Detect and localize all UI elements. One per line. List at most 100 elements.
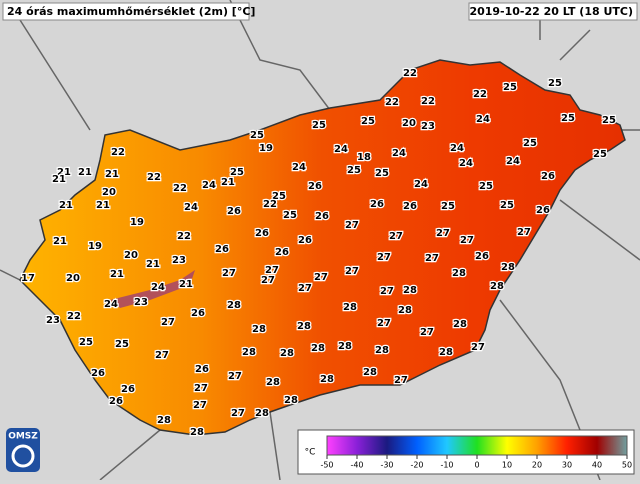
station-value: 19 [130, 217, 144, 228]
station-value: 28 [363, 367, 377, 378]
station-value: 27 [436, 228, 450, 239]
station-value: 27 [380, 286, 394, 297]
station-value: 26 [298, 235, 312, 246]
colorbar-unit: °C [305, 448, 316, 458]
station-value: 28 [297, 321, 311, 332]
station-value: 25 [347, 165, 361, 176]
station-value: 25 [500, 200, 514, 211]
station-value: 24 [202, 180, 216, 191]
station-value: 21 [53, 236, 67, 247]
station-value: 27 [265, 265, 279, 276]
station-value: 22 [473, 89, 487, 100]
colorbar-tick-label: -40 [350, 461, 363, 470]
colorbar-tick-label: 10 [502, 461, 512, 470]
station-value: 27 [377, 318, 391, 329]
station-value: 21 [59, 200, 73, 211]
station-value: 28 [439, 347, 453, 358]
station-value: 17 [21, 273, 35, 284]
station-value: 23 [172, 255, 186, 266]
station-value: 26 [541, 171, 555, 182]
station-value: 25 [441, 201, 455, 212]
station-value: 28 [266, 377, 280, 388]
colorbar-tick-label: -30 [380, 461, 393, 470]
station-value: 25 [115, 339, 129, 350]
station-value: 25 [503, 82, 517, 93]
station-value: 22 [403, 68, 417, 79]
station-value: 28 [501, 262, 515, 273]
station-value: 28 [375, 345, 389, 356]
station-value: 28 [320, 374, 334, 385]
station-value: 28 [227, 300, 241, 311]
station-value: 25 [548, 78, 562, 89]
station-value: 26 [370, 199, 384, 210]
station-value: 19 [88, 241, 102, 252]
station-value: 27 [471, 342, 485, 353]
station-value: 20 [402, 118, 416, 129]
station-value: 26 [315, 211, 329, 222]
title-box [2, 2, 250, 21]
logo-text: OMSZ [8, 432, 38, 442]
colorbar-tick-label: -50 [320, 461, 333, 470]
station-value: 26 [215, 244, 229, 255]
logo-swirl [11, 444, 35, 468]
station-value: 28 [490, 281, 504, 292]
station-value: 27 [155, 350, 169, 361]
station-value: 27 [194, 383, 208, 394]
station-value: 22 [111, 147, 125, 158]
station-value: 26 [109, 396, 123, 407]
timestamp: 2019-10-22 20 LT (18 UTC) [469, 5, 633, 18]
station-value: 28 [255, 408, 269, 419]
station-value: 20 [124, 250, 138, 261]
station-value: 21 [179, 279, 193, 290]
time-box [468, 2, 638, 21]
station-value: 26 [403, 201, 417, 212]
colorbar-tick-label: -20 [410, 461, 423, 470]
station-value: 25 [479, 181, 493, 192]
station-value: 21 [96, 200, 110, 211]
station-value: 22 [263, 199, 277, 210]
station-value: 25 [602, 115, 616, 126]
station-value: 25 [79, 337, 93, 348]
station-value: 26 [308, 181, 322, 192]
station-value: 24 [104, 299, 118, 310]
station-value: 21 [78, 167, 92, 178]
station-value: 27 [377, 252, 391, 263]
station-value: 28 [452, 268, 466, 279]
station-value: 24 [476, 114, 490, 125]
colorbar-tick-label: 20 [532, 461, 542, 470]
station-value: 27 [261, 275, 275, 286]
station-value: 24 [151, 282, 165, 293]
colorbar-tick-label: 30 [562, 461, 572, 470]
station-value: 27 [345, 266, 359, 277]
lake [110, 270, 195, 308]
station-value: 25 [375, 168, 389, 179]
station-value: 24 [506, 156, 520, 167]
station-value: 21 [110, 269, 124, 280]
station-value: 28 [284, 395, 298, 406]
station-value: 24 [414, 179, 428, 190]
station-value: 28 [398, 305, 412, 316]
station-value: 21 [221, 177, 235, 188]
station-value: 26 [536, 205, 550, 216]
station-value: 18 [357, 152, 371, 163]
station-value: 27 [314, 272, 328, 283]
country [19, 59, 626, 436]
station-value: 24 [392, 148, 406, 159]
station-value: 24 [334, 144, 348, 155]
colorbar-tick-label: 50 [622, 461, 632, 470]
station-value: 28 [252, 324, 266, 335]
station-value: 26 [475, 251, 489, 262]
station-value: 27 [193, 400, 207, 411]
station-value: 23 [134, 297, 148, 308]
station-value: 28 [242, 347, 256, 358]
station-value: 27 [161, 317, 175, 328]
station-value: 27 [222, 268, 236, 279]
colorbar [326, 435, 628, 456]
station-value: 22 [67, 311, 81, 322]
station-value: 22 [385, 97, 399, 108]
station-value: 27 [517, 227, 531, 238]
station-value: 26 [255, 228, 269, 239]
